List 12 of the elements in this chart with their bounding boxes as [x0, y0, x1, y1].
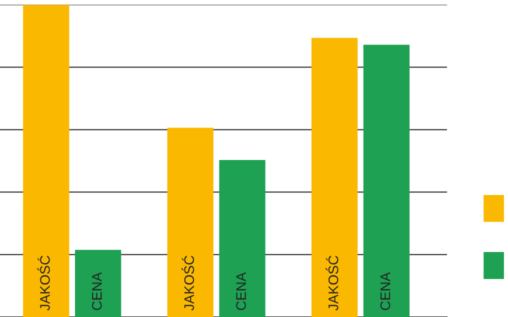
series-label: CENA — [92, 272, 102, 310]
bar — [363, 44, 410, 317]
bar — [311, 38, 358, 317]
bar — [167, 128, 214, 317]
bar — [23, 4, 70, 317]
text: JAKOŚĆ — [181, 256, 194, 311]
bar — [74, 250, 122, 317]
bar — [219, 160, 266, 317]
series-label: JAKOŚĆ — [37, 256, 50, 311]
text: CENA — [380, 272, 390, 310]
text: JAKOŚĆ — [326, 256, 338, 311]
text: CENA — [236, 272, 246, 310]
